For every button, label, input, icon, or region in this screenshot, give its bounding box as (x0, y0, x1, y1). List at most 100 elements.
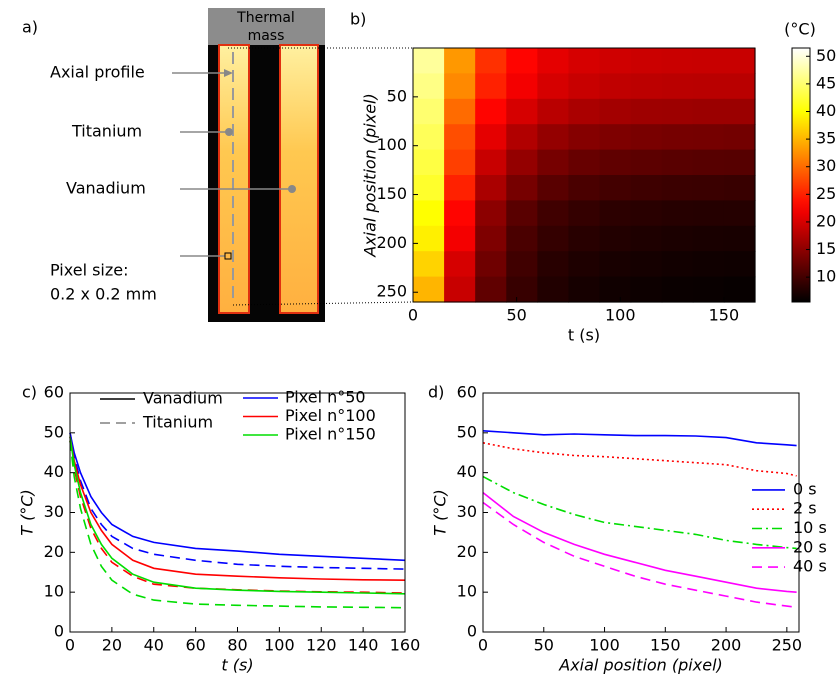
heat-cell (568, 200, 601, 227)
plot-frame (412, 47, 756, 303)
x-tick-label: 50 (534, 636, 554, 655)
heat-cell (537, 124, 570, 151)
colorbar-tick-label: 40 (816, 101, 836, 120)
pixel-size: 0.2 x 0.2 mm (50, 285, 157, 304)
legend-label: Titanium (142, 413, 213, 432)
y-tick-label: 50 (457, 422, 477, 441)
x-tick-label: 40 (144, 636, 164, 655)
heat-cell (537, 98, 570, 125)
x-axis-label: t (s) (221, 656, 253, 675)
y-tick-label: 0 (467, 622, 477, 641)
heat-cell (506, 175, 538, 201)
heat-cell (599, 48, 632, 74)
panel-label: d) (428, 383, 444, 402)
heat-cell (444, 225, 476, 252)
colorbar-tick-label: 50 (816, 46, 836, 65)
data-line (69, 432, 406, 562)
heat-cell (630, 200, 663, 227)
heat-cell (599, 124, 632, 151)
pixel-marker (224, 252, 232, 260)
heat-cell (692, 48, 725, 74)
colorbar-label: (°C) (784, 20, 816, 39)
vanadium-strip (279, 44, 319, 314)
heat-cell (413, 73, 445, 100)
label: Axial profile (50, 63, 145, 82)
heat-cell (630, 48, 663, 74)
y-tick-label: 20 (44, 542, 64, 561)
x-tick-label: 150 (709, 306, 740, 325)
legend-label: 40 s (793, 557, 827, 576)
x-tick-label: 200 (711, 636, 742, 655)
y-tick-label: 10 (44, 582, 64, 601)
heat-cell (692, 73, 725, 100)
heat-cell (599, 98, 632, 125)
mass-label: mass (248, 28, 285, 44)
heat-cell (723, 175, 756, 201)
label: Vanadium (66, 179, 146, 198)
heat-cell (661, 73, 694, 100)
x-tick-label: 100 (589, 636, 620, 655)
heat-cell (413, 175, 445, 201)
heat-cell (413, 200, 445, 227)
heat-cell (475, 48, 507, 74)
heat-cell (413, 276, 445, 303)
heat-cell (723, 73, 756, 100)
heat-cell (568, 276, 601, 303)
heat-cell (537, 251, 570, 278)
x-tick-label: 150 (650, 636, 681, 655)
heat-cell (475, 73, 507, 100)
y-tick-label: 10 (457, 582, 477, 601)
x-tick-label: 100 (605, 306, 636, 325)
y-tick-label: 40 (457, 462, 477, 481)
data-line (482, 491, 797, 593)
arrow-head (224, 69, 233, 77)
data-line (69, 440, 406, 594)
colorbar-tick-label: 10 (816, 267, 836, 286)
panel-label: a) (22, 18, 38, 37)
legend-label: 10 s (793, 518, 827, 537)
y-tick-label: 150 (376, 184, 407, 203)
heat-cell (444, 73, 476, 100)
heat-cell (661, 276, 694, 303)
heat-cell (630, 175, 663, 201)
y-tick-label: 60 (457, 383, 477, 402)
heat-cell (630, 225, 663, 252)
heat-cell (630, 98, 663, 125)
y-tick-label: 50 (387, 86, 407, 105)
heat-cell (692, 98, 725, 125)
x-tick-label: 20 (102, 636, 122, 655)
pixel-size: Pixel size: (50, 261, 129, 280)
heat-cell (444, 149, 476, 176)
legend-label: Pixel n°50 (285, 388, 366, 407)
heat-cell (723, 98, 756, 125)
heat-cell (568, 73, 601, 100)
heat-cell (444, 276, 476, 303)
legend-label: 0 s (793, 479, 817, 498)
x-axis-label: t (s) (568, 326, 600, 345)
y-tick-label: 60 (44, 383, 64, 402)
heat-cell (568, 175, 601, 201)
x-tick-label: 120 (306, 636, 337, 655)
colorbar (791, 47, 811, 303)
plot-frame (69, 392, 406, 633)
label: Titanium (71, 122, 142, 141)
heat-cell (444, 48, 476, 74)
heat-cell (630, 124, 663, 151)
heat-cell (413, 98, 445, 125)
y-tick-label: 30 (457, 502, 477, 521)
heat-cell (475, 251, 507, 278)
y-axis-label: Axial position (pixel) (361, 93, 380, 258)
colorbar-tick-label: 25 (816, 184, 836, 203)
heat-cell (475, 149, 507, 176)
heat-cell (444, 251, 476, 278)
colorbar-tick-label: 20 (816, 211, 836, 230)
heat-cell (568, 98, 601, 125)
heat-cell (599, 225, 632, 252)
y-tick-label: 40 (44, 462, 64, 481)
heat-cell (568, 48, 601, 74)
heat-cell (630, 251, 663, 278)
heat-cell (506, 124, 538, 151)
pointer-dot (225, 128, 233, 136)
heat-cell (630, 73, 663, 100)
data-line (482, 442, 797, 477)
